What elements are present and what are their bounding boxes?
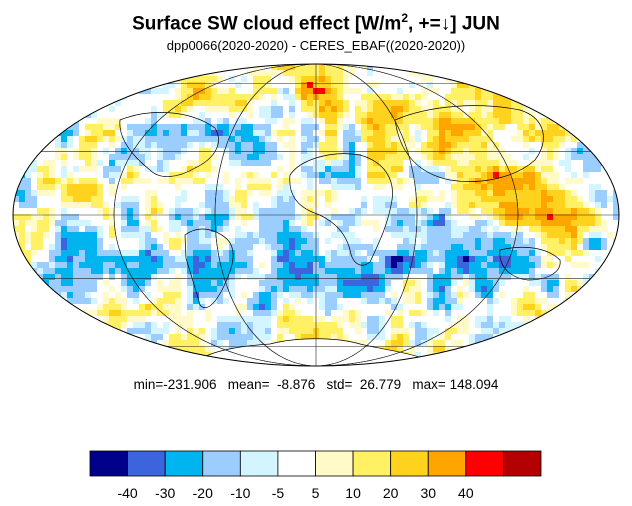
colorbar-swatch — [277, 450, 316, 477]
colorbar-swatch — [89, 450, 128, 477]
colorbar-tick-label: -5 — [272, 485, 285, 501]
colorbar-swatch — [465, 450, 504, 477]
statistics-line: min=-231.906 mean= -8.876 std= 26.779 ma… — [133, 377, 499, 392]
graticule — [13, 64, 619, 366]
colorbar-tick-label: 5 — [312, 485, 320, 501]
colorbar-tick-label: 10 — [345, 485, 361, 501]
colorbar-swatch — [202, 450, 241, 477]
map-outline — [12, 63, 620, 367]
colorbar-tick-label: 40 — [458, 485, 474, 501]
title-rest: , +=↓] JUN — [408, 13, 500, 35]
colorbar-tick-label: -30 — [155, 485, 175, 501]
colorbar-swatch — [503, 450, 542, 477]
title-main: Surface SW cloud effect [W/m — [132, 13, 402, 35]
mollweide-map — [12, 63, 620, 367]
colorbar-swatch — [239, 450, 279, 477]
colorbar-tick-label: -40 — [117, 485, 137, 501]
colorbar-swatch — [352, 450, 392, 477]
colorbar-tick-label: 20 — [383, 485, 399, 501]
colorbar-swatch — [127, 450, 166, 477]
colorbar-tick-label: -20 — [193, 485, 213, 501]
map-subtitle: dpp0066(2020-2020) - CERES_EBAF((2020-20… — [166, 38, 466, 53]
colorbar-swatch — [390, 450, 429, 477]
colorbar-swatch — [164, 450, 204, 477]
map-title: Surface SW cloud effect [W/m2, +=↓] JUN — [0, 6, 632, 36]
title-superscript: 2 — [401, 11, 408, 25]
colorbar-tick-label: -10 — [230, 485, 250, 501]
colorbar-swatch — [315, 450, 354, 477]
colorbar-swatch — [427, 450, 467, 477]
colorbar-tick-label: 30 — [420, 485, 436, 501]
